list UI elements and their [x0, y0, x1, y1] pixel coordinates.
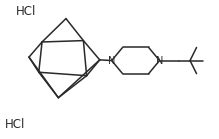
Text: N: N: [108, 56, 115, 66]
Text: HCl: HCl: [5, 118, 25, 131]
Text: N: N: [156, 56, 163, 66]
Text: HCl: HCl: [16, 5, 36, 18]
